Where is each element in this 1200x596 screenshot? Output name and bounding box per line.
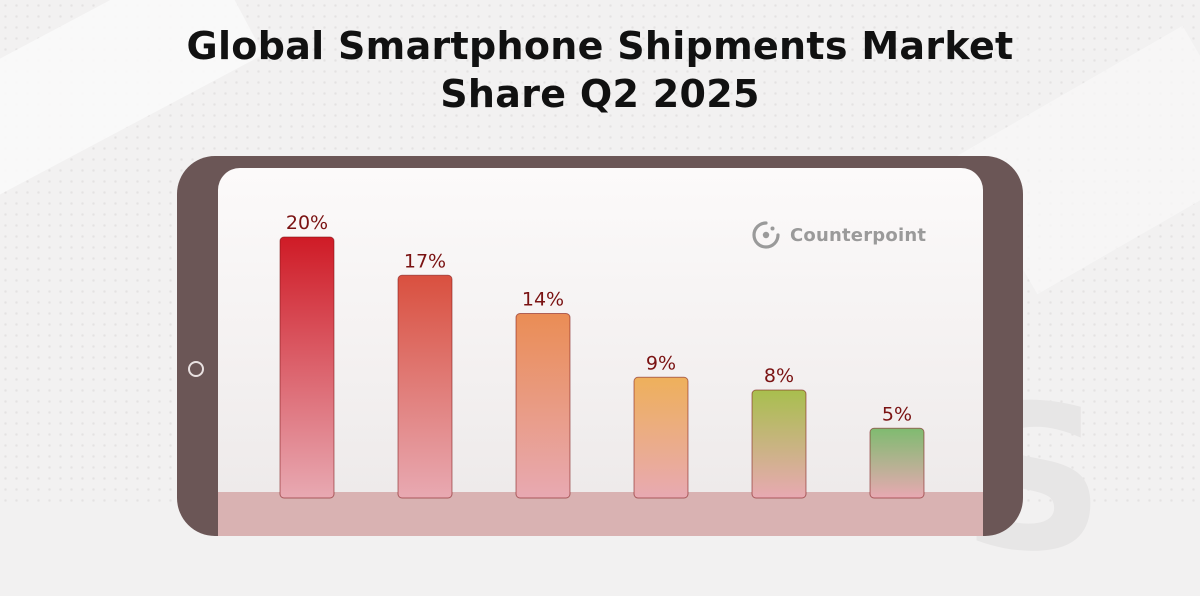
counterpoint-logo-icon	[752, 221, 780, 249]
title-line-2: Share Q2 2025	[440, 72, 760, 116]
counterpoint-logo: Counterpoint	[751, 220, 926, 250]
bar-value-label-5: 8%	[764, 365, 794, 387]
title-line-1: Global Smartphone Shipments Market	[186, 24, 1014, 68]
bar-value-label-6: 5%	[882, 403, 912, 425]
tablet-screen: Counterpoint 20% 17% 14% 9% 8% 5%	[218, 168, 983, 536]
page-title: Global Smartphone Shipments Market Share…	[0, 22, 1200, 118]
bar-5	[751, 389, 807, 499]
bar-1	[279, 236, 335, 499]
brand-name: Counterpoint	[790, 224, 927, 246]
bar-4	[633, 376, 689, 499]
bar-value-label-4: 9%	[646, 352, 676, 374]
bar-value-label-2: 17%	[404, 250, 446, 272]
bar-chart: 20% 17% 14% 9% 8% 5%	[279, 212, 925, 499]
tablet-frame: Counterpoint 20% 17% 14% 9% 8% 5%	[177, 156, 1023, 536]
bar-6	[869, 427, 925, 499]
home-button-icon	[188, 361, 204, 377]
bar-value-label-3: 14%	[522, 289, 564, 311]
bar-2	[397, 274, 453, 499]
bar-value-label-1: 20%	[286, 212, 328, 234]
bar-3	[515, 313, 571, 499]
